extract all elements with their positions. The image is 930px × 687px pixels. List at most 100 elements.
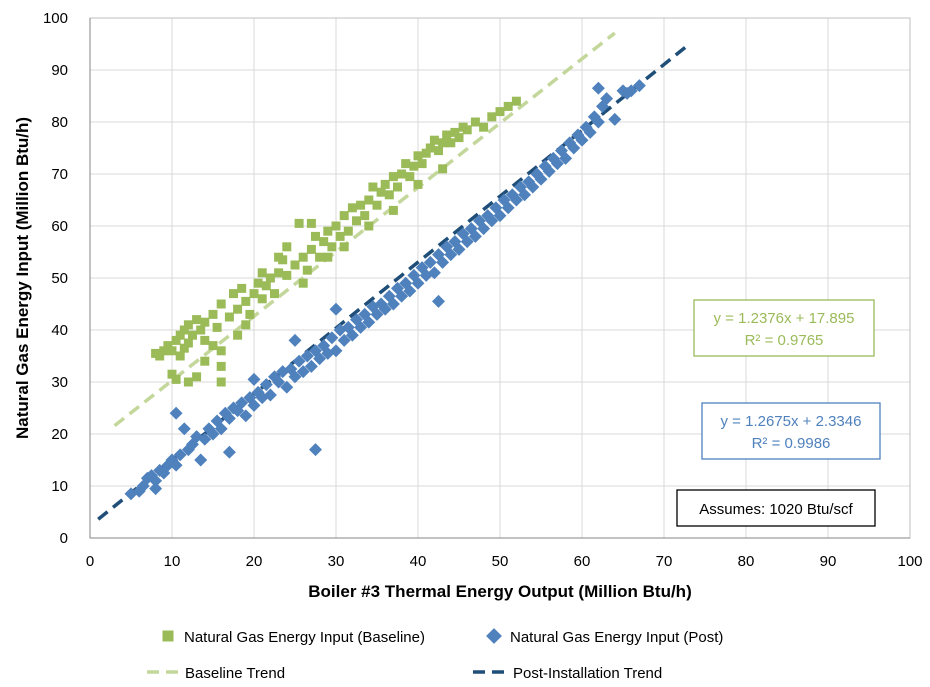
baseline-point: [233, 304, 243, 314]
baseline-point: [208, 341, 218, 351]
x-tick-label: 70: [656, 553, 673, 570]
post-point: [550, 157, 564, 171]
post-point: [247, 372, 261, 386]
post-point: [452, 242, 466, 256]
post-point: [149, 474, 163, 488]
post-point: [567, 141, 581, 155]
post-point: [177, 422, 191, 436]
baseline-point: [171, 335, 181, 345]
post-point: [206, 427, 220, 441]
post-point: [272, 375, 286, 389]
post-point: [448, 235, 462, 249]
post-point: [522, 175, 536, 189]
baseline-point: [171, 374, 181, 384]
post-point: [341, 320, 355, 334]
post-point: [321, 346, 335, 360]
annotations: y = 1.2376x + 17.895 R² = 0.9765 y = 1.267…: [676, 299, 881, 527]
post-point: [259, 378, 273, 392]
baseline-point: [192, 315, 202, 325]
baseline-point: [434, 146, 443, 156]
post-point: [386, 297, 400, 311]
post-point: [620, 86, 634, 100]
baseline-point: [253, 278, 263, 288]
baseline-point: [306, 218, 316, 228]
baseline-equation-box: y = 1.2376x + 17.895 R² = 0.9765: [693, 299, 875, 357]
baseline-point: [315, 252, 325, 262]
baseline-point: [360, 211, 370, 221]
baseline-point: [282, 270, 292, 280]
axes: 0 10 20 30 40 50 60 70 80 90 100 0 10 20 30 40 50 60 70 80 9…: [13, 10, 923, 601]
post-point: [591, 81, 605, 95]
post-point: [485, 214, 499, 228]
post-point: [362, 315, 376, 329]
post-equation-box-r-squared: R² = 0.9986: [752, 435, 831, 452]
baseline-point: [397, 169, 407, 179]
post-point: [251, 385, 265, 399]
baseline-point: [327, 242, 337, 252]
baseline-point: [421, 148, 431, 158]
post-point: [423, 255, 437, 269]
baseline-point: [347, 203, 357, 213]
baseline-point: [298, 252, 308, 262]
post-point: [468, 229, 482, 243]
post-point: [366, 300, 380, 314]
baseline-point: [241, 296, 251, 306]
baseline-point: [192, 372, 202, 382]
baseline-point: [323, 252, 333, 262]
post-point: [378, 302, 392, 316]
post-point: [354, 320, 368, 334]
post-point: [403, 284, 417, 298]
baseline-series: [151, 96, 521, 387]
baseline-point: [323, 226, 333, 236]
baseline-point: [454, 133, 464, 143]
baseline-point: [495, 107, 505, 117]
post-point: [395, 289, 409, 303]
baseline-point: [257, 268, 267, 278]
post-point: [149, 482, 163, 496]
post-point: [559, 151, 573, 165]
post-point: [538, 159, 552, 173]
post-point: [276, 365, 290, 379]
baseline-point: [212, 322, 222, 332]
post-point: [263, 388, 277, 402]
baseline-point: [224, 312, 234, 322]
baseline-point: [159, 346, 169, 356]
baseline-point: [438, 164, 448, 174]
post-point: [169, 458, 183, 472]
baseline-point: [364, 221, 374, 231]
baseline-point: [417, 159, 427, 169]
y-axis-title: Natural Gas Energy Input (Million Btu/h): [13, 117, 32, 439]
post-point: [235, 396, 249, 410]
post-equation-box-equation: y = 1.2675x + 2.3346: [721, 413, 862, 430]
baseline-point: [155, 351, 165, 361]
post-point: [325, 331, 339, 345]
baseline-point: [188, 330, 197, 340]
post-point: [444, 248, 458, 262]
post-point: [489, 201, 503, 215]
post-point: [222, 411, 236, 425]
baseline-point: [175, 351, 185, 361]
baseline-point: [450, 127, 460, 137]
baseline-point: [409, 161, 419, 171]
baseline-point: [339, 211, 349, 221]
baseline-equation-box-frame: [693, 299, 875, 357]
baseline-point: [249, 289, 259, 299]
x-tick-label: 90: [820, 553, 837, 570]
post-point: [239, 409, 253, 423]
post-equation-box-frame: [701, 402, 881, 460]
post-point: [218, 406, 232, 420]
baseline-point: [388, 205, 398, 215]
baseline-point: [163, 341, 173, 351]
baseline-point: [479, 122, 489, 132]
baseline-point: [511, 96, 521, 106]
post-point: [161, 458, 175, 472]
post-point: [460, 235, 474, 249]
post-point: [546, 151, 560, 165]
y-tick-label: 40: [51, 322, 68, 339]
trendlines: [97, 31, 690, 521]
post-point: [280, 380, 294, 394]
baseline-point: [335, 231, 345, 241]
y-tick-label: 60: [51, 218, 68, 235]
